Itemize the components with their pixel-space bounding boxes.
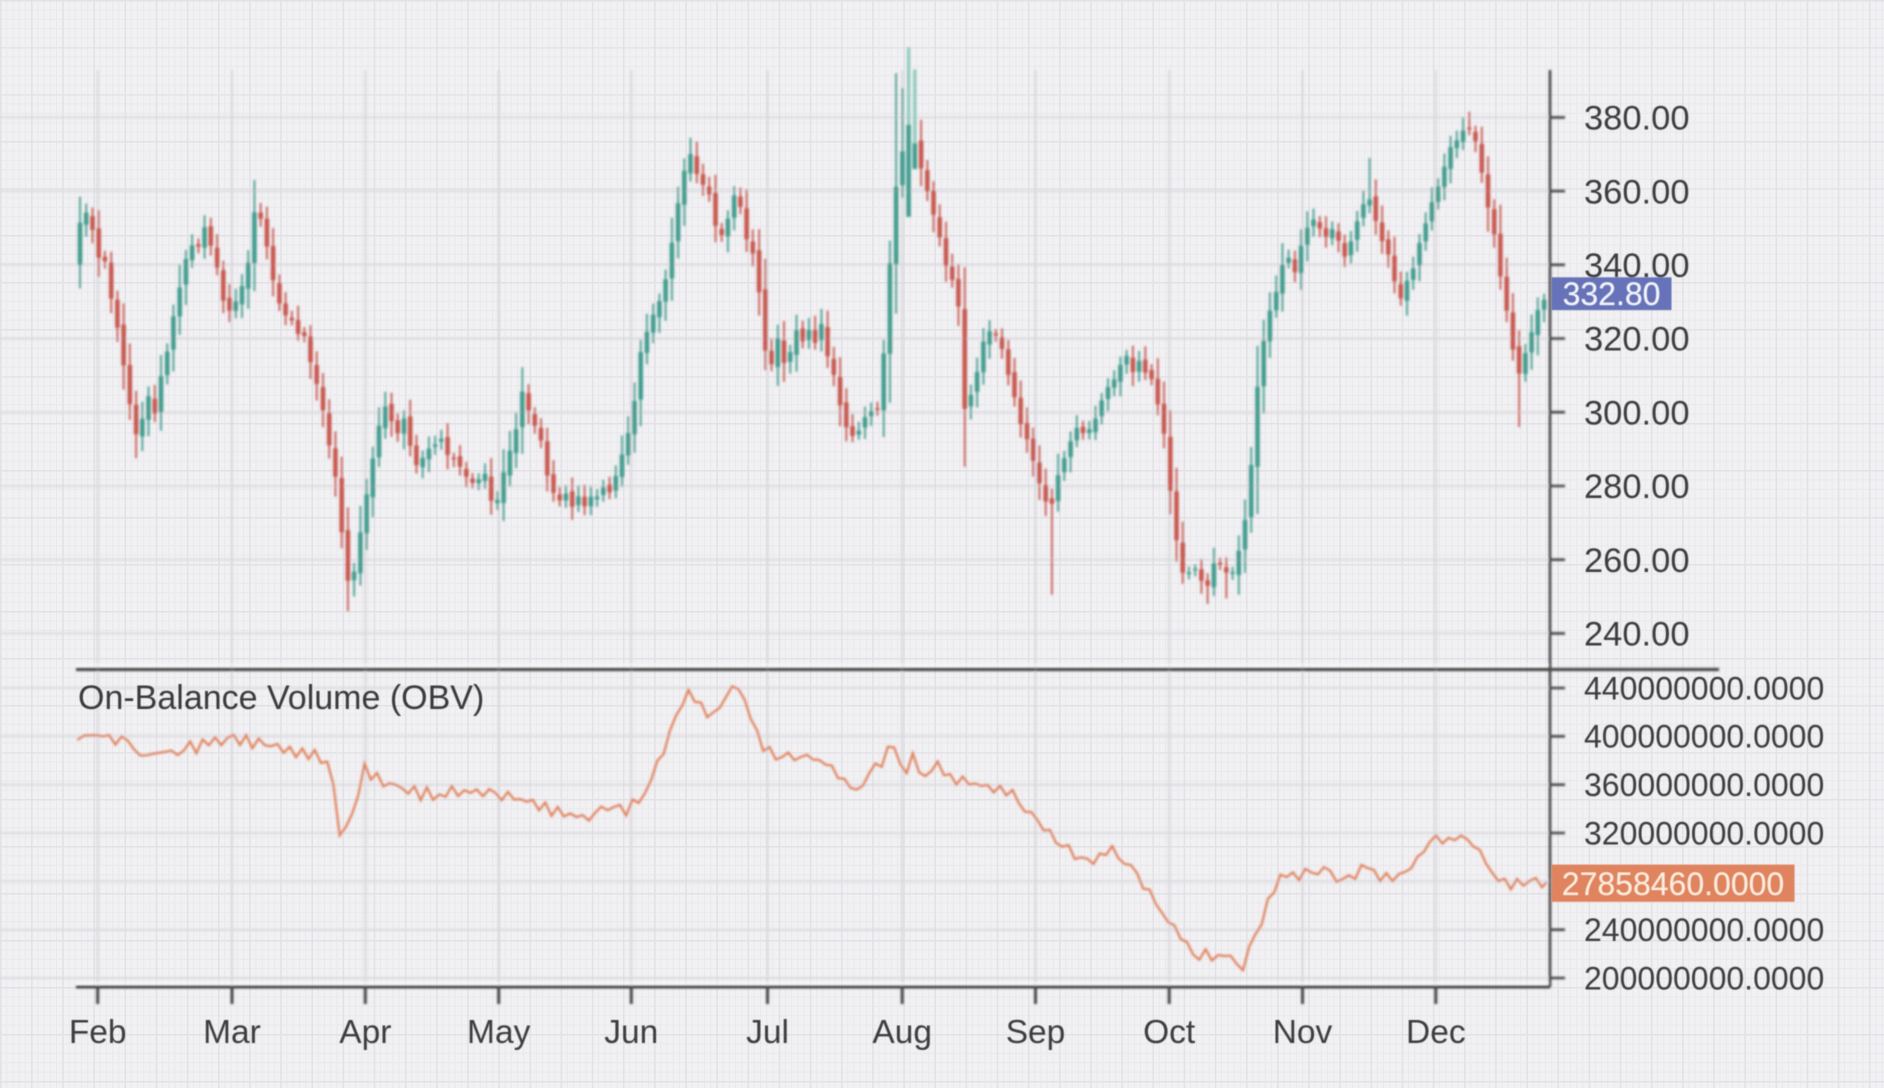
- svg-text:240000000.0000: 240000000.0000: [1584, 912, 1824, 948]
- svg-text:Jun: Jun: [604, 1014, 658, 1051]
- svg-text:360.00: 360.00: [1584, 173, 1690, 211]
- svg-text:400000000.0000: 400000000.0000: [1584, 719, 1824, 755]
- svg-text:360000000.0000: 360000000.0000: [1584, 767, 1824, 803]
- svg-text:240.00: 240.00: [1584, 616, 1690, 654]
- svg-text:200000000.0000: 200000000.0000: [1584, 960, 1824, 996]
- svg-text:Sep: Sep: [1006, 1014, 1066, 1051]
- svg-text:27858460.0000: 27858460.0000: [1562, 866, 1784, 902]
- svg-text:Dec: Dec: [1406, 1014, 1466, 1051]
- svg-text:Mar: Mar: [203, 1014, 261, 1051]
- svg-text:332.80: 332.80: [1563, 276, 1661, 312]
- svg-text:Feb: Feb: [69, 1014, 127, 1051]
- svg-text:On-Balance Volume (OBV): On-Balance Volume (OBV): [78, 679, 484, 717]
- svg-text:300.00: 300.00: [1584, 394, 1690, 432]
- svg-text:May: May: [467, 1014, 531, 1051]
- svg-text:Oct: Oct: [1143, 1014, 1196, 1051]
- svg-text:380.00: 380.00: [1584, 100, 1690, 138]
- svg-text:Aug: Aug: [872, 1014, 932, 1051]
- svg-text:Jul: Jul: [746, 1014, 789, 1051]
- svg-text:Nov: Nov: [1273, 1014, 1333, 1051]
- svg-text:280.00: 280.00: [1584, 468, 1690, 506]
- svg-text:320000000.0000: 320000000.0000: [1584, 815, 1824, 851]
- svg-text:Apr: Apr: [339, 1014, 391, 1051]
- svg-text:440000000.0000: 440000000.0000: [1584, 670, 1824, 706]
- svg-text:320.00: 320.00: [1584, 321, 1690, 359]
- svg-text:260.00: 260.00: [1584, 542, 1690, 580]
